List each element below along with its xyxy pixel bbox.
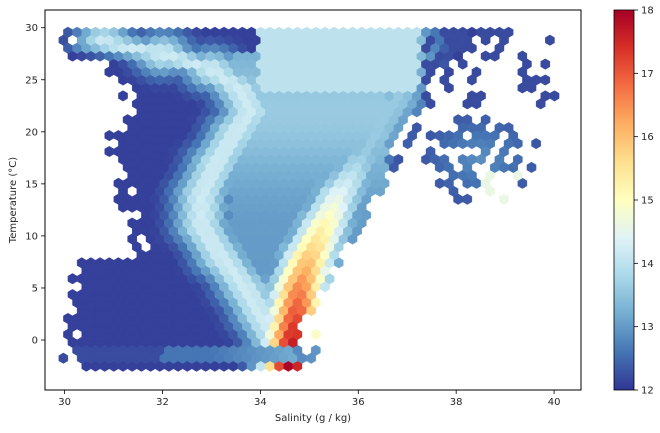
y-tick-label: 0 (32, 336, 38, 347)
hexbin-cell (412, 122, 422, 134)
colorbar-tick-label: 14 (641, 259, 654, 270)
hexbin-cell (462, 193, 473, 205)
x-tick-label: 36 (352, 397, 365, 408)
y-tick-label: 20 (25, 127, 38, 138)
y-axis-label: Temperature (°C) (8, 157, 19, 244)
x-tick-label: 30 (58, 397, 71, 408)
hexbin-cell (58, 352, 69, 364)
y-axis: 0 5 10 15 20 25 30 (25, 23, 45, 347)
hexbin-cell (549, 90, 560, 102)
hexbin-cell (540, 58, 551, 70)
colorbar-tick-label: 12 (641, 386, 654, 397)
colorbar-axis: 12 13 14 15 16 17 18 (634, 6, 654, 397)
y-tick-label: 15 (25, 179, 38, 190)
x-tick-label: 38 (450, 397, 463, 408)
y-tick-label: 10 (25, 231, 38, 242)
x-axis-label: Salinity (g / kg) (275, 413, 351, 424)
x-tick-label: 32 (156, 397, 169, 408)
hexbin-cell (476, 90, 486, 102)
hexbin-cell (526, 161, 537, 173)
hexbin-cell (513, 153, 523, 166)
plot-frame (44, 9, 582, 391)
hexbin-cell (439, 153, 450, 166)
hexbin-cell (311, 328, 321, 340)
x-tick-label: 34 (254, 397, 267, 408)
hexbin-cell (480, 114, 491, 126)
hexbin-cell (425, 145, 436, 158)
hexbin-cell (104, 130, 115, 142)
y-tick-label: 30 (25, 23, 38, 34)
colorbar-tick-label: 15 (641, 196, 654, 207)
colorbar-tick-label: 16 (641, 132, 654, 143)
hexbin-cell (503, 122, 514, 134)
hexbin-cells (58, 26, 560, 372)
hexbin-cell (462, 114, 473, 126)
hexbin-cell (540, 74, 551, 86)
hexbin-cell (118, 90, 128, 102)
colorbar-tick-label: 17 (641, 69, 654, 80)
hexbin-cell (471, 66, 482, 78)
colorbar-tick-label: 18 (641, 6, 654, 17)
hexbin-cell (434, 177, 445, 189)
hexbin-cell (311, 344, 321, 356)
hexbin-cell (531, 138, 541, 150)
hexbin-cell (499, 193, 509, 205)
hexbin-cell (545, 34, 555, 46)
x-axis: 30 32 34 36 38 40 (58, 390, 560, 408)
hexbin-cell (425, 130, 436, 142)
x-tick-label: 40 (548, 397, 561, 408)
hexbin-cell (480, 50, 491, 62)
y-tick-label: 5 (32, 283, 38, 294)
hexbin-cell (393, 153, 404, 166)
colorbar-tick-label: 13 (641, 322, 654, 333)
colorbar (613, 9, 635, 391)
hexbin-cell (67, 273, 78, 285)
hexbin-cell (517, 50, 528, 62)
hexbin-cell (104, 145, 115, 158)
hexbin-cell (503, 26, 514, 38)
y-tick-label: 25 (25, 75, 38, 86)
